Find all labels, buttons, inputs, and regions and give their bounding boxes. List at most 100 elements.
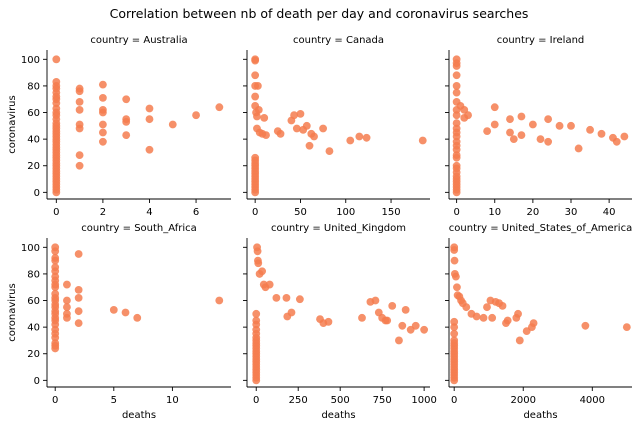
x-tick-label: 6: [193, 207, 199, 218]
data-point: [258, 267, 267, 276]
data-point: [75, 87, 84, 96]
panel-title: country = Canada: [293, 35, 384, 46]
data-point: [506, 128, 514, 137]
data-point: [517, 131, 526, 140]
data-point: [383, 316, 392, 325]
data-point: [452, 111, 461, 120]
data-point: [464, 111, 472, 120]
data-point: [282, 293, 291, 302]
data-point: [145, 104, 154, 113]
data-point: [52, 55, 61, 64]
data-point: [462, 303, 471, 312]
data-point: [98, 80, 107, 89]
data-point: [75, 97, 84, 106]
x-tick-label: 0: [53, 207, 59, 218]
data-point: [265, 280, 274, 289]
data-point: [555, 121, 564, 130]
data-point: [452, 272, 460, 281]
data-point: [418, 136, 427, 145]
data-point: [574, 144, 583, 153]
data-point: [122, 95, 131, 104]
x-tick-label: 20: [527, 207, 540, 218]
data-point: [490, 103, 499, 112]
data-point: [51, 256, 60, 265]
data-point: [479, 313, 488, 322]
data-point: [98, 93, 107, 102]
data-point: [51, 344, 60, 353]
data-point: [251, 56, 260, 65]
y-axis-label: coronavirus: [7, 95, 18, 153]
data-point: [452, 62, 461, 70]
data-point: [453, 283, 461, 292]
data-point: [98, 137, 107, 146]
x-tick-label: 0: [451, 395, 457, 406]
data-point: [272, 293, 281, 302]
data-point: [490, 120, 499, 129]
x-tick-label: 1000: [411, 395, 436, 406]
data-point: [325, 147, 334, 156]
data-point: [74, 319, 83, 328]
y-tick-label: 60: [27, 296, 40, 307]
data-point: [450, 329, 459, 338]
x-axis-label: deaths: [122, 410, 156, 421]
y-tick-label: 40: [27, 135, 40, 146]
data-point: [51, 247, 60, 256]
x-tick-label: 250: [289, 395, 308, 406]
data-point: [452, 71, 461, 80]
data-point: [355, 132, 364, 141]
data-point: [75, 151, 84, 159]
facet-panel: country = South_Africa 0 20 40 60 80 100 0 5 10 co…: [7, 223, 231, 421]
data-point: [98, 108, 107, 117]
data-point: [251, 71, 260, 80]
data-point: [503, 316, 512, 325]
data-point: [253, 82, 262, 90]
panel-title: country = United_States_of_America: [449, 223, 632, 234]
data-point: [133, 313, 142, 322]
y-tick-label: 20: [27, 161, 40, 172]
data-point: [536, 135, 545, 144]
data-point: [260, 113, 269, 122]
data-point: [567, 121, 575, 130]
data-point: [452, 153, 461, 162]
y-axis-label: coronavirus: [7, 283, 18, 341]
data-point: [450, 317, 459, 326]
data-point: [388, 301, 397, 310]
data-point: [517, 112, 526, 121]
data-point: [276, 129, 285, 138]
data-point: [581, 321, 590, 330]
data-point: [262, 131, 270, 140]
data-point: [287, 308, 296, 317]
x-tick-label: 2: [100, 207, 106, 218]
data-point: [597, 129, 606, 138]
data-point: [324, 317, 333, 326]
data-point: [63, 296, 71, 305]
y-tick-label: 20: [27, 349, 40, 360]
data-point: [472, 312, 481, 321]
data-point: [488, 313, 497, 322]
x-tick-label: 0: [252, 207, 258, 218]
data-point: [98, 120, 107, 129]
data-point: [75, 105, 84, 114]
data-point: [622, 323, 631, 332]
y-tick-label: 100: [21, 243, 40, 254]
data-point: [586, 125, 594, 134]
data-point: [302, 121, 311, 130]
data-point: [358, 313, 366, 322]
data-point: [498, 301, 507, 310]
x-tick-label: 4: [146, 207, 152, 218]
data-point: [292, 124, 301, 133]
data-point: [74, 307, 83, 316]
data-point: [121, 308, 130, 317]
data-point: [192, 111, 200, 120]
data-point: [509, 135, 518, 144]
data-point: [452, 88, 461, 97]
data-point: [514, 309, 522, 318]
x-axis-label: deaths: [523, 410, 557, 421]
data-point: [296, 109, 305, 118]
x-tick-label: 40: [603, 207, 616, 218]
data-point: [395, 336, 403, 345]
data-point: [528, 120, 537, 129]
data-point: [74, 250, 83, 258]
